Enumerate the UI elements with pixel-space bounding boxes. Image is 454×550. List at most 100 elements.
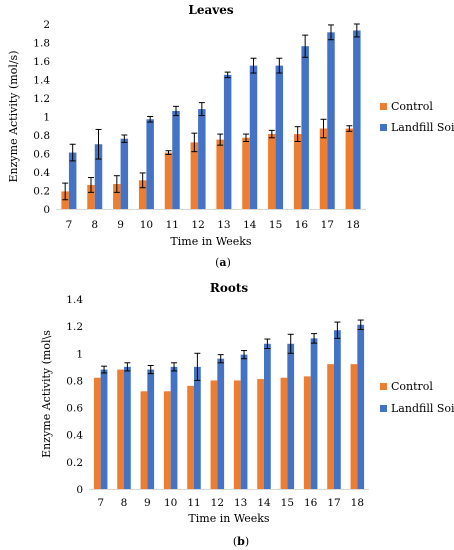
legend-label: Landfill Soil	[391, 402, 454, 415]
landfill-bar	[124, 366, 131, 489]
control-bar	[113, 184, 121, 209]
control-bar	[187, 385, 194, 489]
legend-label: Control	[391, 380, 433, 393]
figure-caption: (a)	[215, 256, 231, 269]
control-bar	[268, 134, 276, 209]
y-tick-label: 0.2	[33, 186, 50, 198]
y-tick-label: 1.2	[66, 321, 83, 333]
figure-caption: (b)	[233, 535, 249, 548]
x-tick-label: 12	[211, 497, 224, 509]
control-bar	[319, 128, 328, 209]
landfill-bar	[287, 343, 295, 489]
chart-roots: Roots 0 0.2 0.4 0.6 0.8 1 1.2 1.4 Enzyme Activity…	[40, 281, 454, 548]
landfill-bar	[94, 144, 103, 209]
x-axis-label: Time in Weeks	[170, 235, 251, 248]
landfill-bar	[240, 354, 248, 489]
control-bar	[345, 128, 354, 209]
x-tick-label: 9	[117, 219, 124, 231]
x-axis-label: Time in Weeks	[188, 512, 269, 525]
x-tick-label: 8	[121, 497, 128, 509]
landfill-bar	[100, 369, 108, 489]
y-tick-label: 0.8	[33, 130, 50, 142]
x-tick-label: 12	[191, 219, 204, 231]
x-tick-label: 14	[257, 497, 271, 509]
x-tick-label: 13	[234, 497, 247, 509]
x-tick-label: 15	[281, 497, 294, 509]
control-bar	[93, 377, 101, 489]
legend-swatch-landfill	[380, 124, 387, 131]
x-tick-label: 17	[327, 497, 340, 509]
landfill-bar	[194, 366, 201, 489]
legend-label: Control	[391, 100, 433, 113]
y-tick-label: 0.6	[66, 403, 83, 415]
control-bar	[242, 137, 250, 209]
control-bar	[216, 139, 224, 209]
y-tick-label: 0.8	[66, 375, 83, 387]
landfill-bar	[249, 65, 258, 209]
x-tick-label: 9	[144, 497, 151, 509]
control-bar	[280, 377, 288, 489]
x-tick-label: 18	[346, 219, 359, 231]
landfill-bar	[198, 109, 206, 209]
x-tick-label: 10	[140, 219, 153, 231]
caption-open: (	[233, 535, 237, 548]
y-tick-label: 1.4	[66, 294, 83, 306]
x-tick-label: 11	[187, 497, 200, 509]
y-tick-label: 2	[43, 19, 50, 31]
y-tick-label: 1.8	[33, 38, 50, 50]
caption-open: (	[215, 256, 219, 269]
landfill-bar	[327, 32, 335, 210]
y-tick-label: 1.2	[33, 93, 50, 105]
x-tick-label: 7	[97, 497, 104, 509]
y-tick-label: 0	[76, 484, 83, 496]
y-tick-label: 0.4	[33, 167, 50, 179]
x-tick-label: 16	[304, 497, 318, 509]
y-axis-label: Enzyme Activity (mol/s)	[7, 51, 20, 183]
control-bar	[327, 364, 334, 489]
landfill-bar	[147, 369, 155, 489]
y-axis-label: Enzyme Activity (mol\s	[40, 330, 53, 458]
control-bar	[164, 152, 173, 209]
legend-label: Landfill Soil	[391, 121, 454, 134]
landfill-bar	[68, 152, 77, 209]
caption-letter: b	[237, 535, 245, 548]
legend: Control Landfill Soil	[380, 380, 454, 415]
y-tick-label: 1	[76, 348, 83, 360]
control-bar	[190, 142, 199, 209]
landfill-bar	[275, 65, 284, 209]
landfill-bar	[334, 330, 341, 489]
control-bar	[117, 369, 124, 489]
chart-title: Leaves	[188, 3, 233, 17]
control-bar	[233, 380, 241, 489]
landfill-bar	[170, 366, 178, 489]
y-tick-label: 0.2	[66, 457, 83, 469]
x-tick-label: 11	[166, 219, 179, 231]
landfill-bar	[310, 338, 318, 489]
y-tick-label: 0.6	[33, 149, 50, 161]
landfill-bar	[353, 30, 361, 209]
control-bar	[140, 391, 148, 489]
y-tick-label: 1.6	[33, 56, 50, 68]
landfill-bar	[120, 138, 129, 209]
control-bar	[257, 379, 264, 489]
x-tick-label: 15	[269, 219, 282, 231]
caption-close: )	[245, 535, 249, 548]
x-tick-label: 17	[321, 219, 334, 231]
landfill-bar	[223, 74, 232, 209]
y-tick-label: 1.4	[33, 75, 50, 87]
control-bar	[350, 364, 358, 489]
legend-swatch-landfill	[380, 405, 387, 412]
y-tick-label: 0.4	[66, 430, 83, 442]
landfill-bar	[172, 110, 180, 209]
x-tick-label: 7	[66, 219, 73, 231]
caption-close: )	[227, 256, 231, 269]
y-tick-label: 1	[43, 112, 50, 124]
control-bar	[293, 134, 302, 209]
landfill-bar	[146, 119, 154, 209]
x-tick-label: 14	[243, 219, 257, 231]
y-tick-label: 0	[43, 204, 50, 216]
landfill-bar	[301, 46, 309, 210]
legend: Control Landfill Soil	[380, 100, 454, 134]
x-tick-label: 8	[91, 219, 98, 231]
